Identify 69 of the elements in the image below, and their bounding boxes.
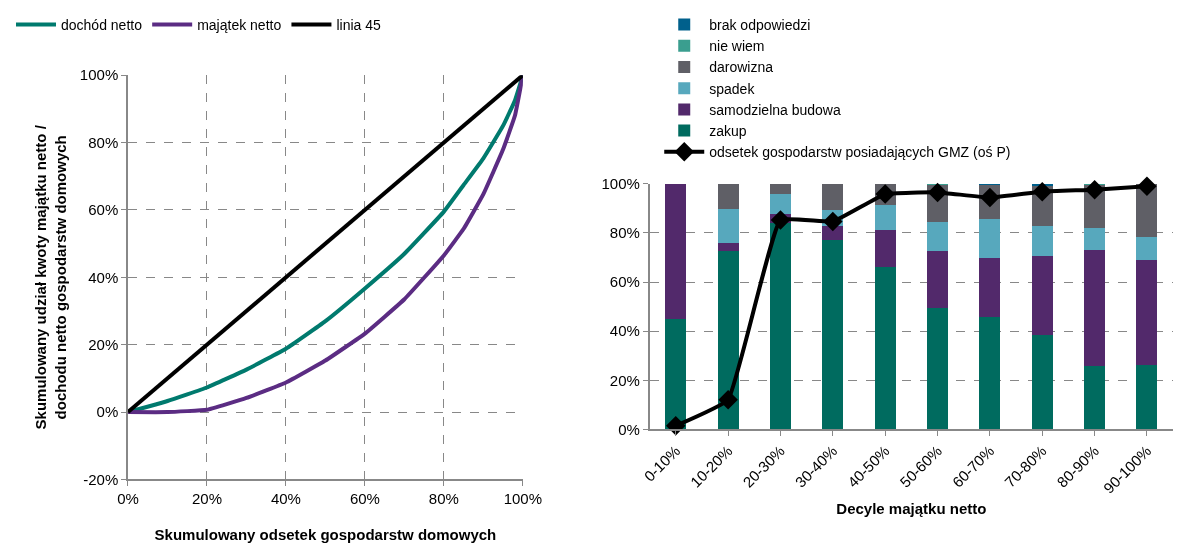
y-tick-label: 100% [601,175,640,193]
bar [1084,227,1106,250]
x-tick-label: 40% [270,490,301,508]
bar [1136,236,1158,261]
y-tick-label: 20% [88,335,119,353]
y-tick-label: 80% [609,224,640,242]
point [1032,181,1053,202]
x-axis-title: Decyle majątku netto [836,500,987,518]
bar [979,317,1001,430]
y-tick-label: 100% [79,66,119,84]
bar [1031,335,1053,430]
bar [717,208,739,244]
bar [770,223,791,430]
bar [1136,260,1158,365]
x-tick-label: 0% [117,490,139,508]
bar [927,221,949,252]
bar [1084,249,1106,367]
bar [1031,255,1053,336]
bar [822,240,844,430]
bar [874,230,896,268]
bar [927,307,949,430]
x-tick-label: 80% [428,490,459,508]
point [823,211,843,232]
point [770,210,791,230]
y-tick-label: 60% [609,273,640,291]
bar [1084,366,1106,430]
point [1084,179,1105,200]
legend-label: dochód netto [61,17,143,34]
bar [874,267,896,430]
x-axis-title: Skumulowany odsetek gospodarstw domowych [154,526,497,543]
legend-label: samodzielna budowa [709,101,841,118]
bar [927,251,949,308]
point [980,187,1000,208]
bar [979,258,1001,318]
bar [1136,364,1158,430]
legend-label: nie wiem [709,38,765,55]
point [927,182,948,203]
bar [874,204,896,231]
x-tick-label: 20% [191,490,222,508]
bar [665,183,687,319]
legend-label: spadek [709,80,756,97]
legend-label: odsetek gospodarstw posiadających GMZ (oś P) [709,144,1011,161]
y-tick-label: 40% [88,268,119,286]
point [1137,176,1157,196]
y-tick-label: 20% [609,371,640,389]
bar [1031,225,1053,256]
y-tick-label: 80% [88,133,119,151]
bar [822,183,844,211]
legend-label: linia 45 [336,17,382,34]
x-tick-label: 60% [349,490,380,508]
bar [770,183,791,195]
point [718,389,738,410]
y-tick-label: -20% [83,470,119,488]
bar [665,318,687,430]
y-tick-label: 0% [618,420,640,438]
legend-label: darowizna [709,59,774,76]
y-tick-label: 60% [88,201,119,219]
bar [717,183,739,209]
x-tick-label: 100% [503,490,543,508]
y-tick-label: 0% [96,403,119,421]
bar [770,194,791,214]
y-axis-title: Skumulowany udział kwoty majątku netto / dochodu netto gospodarstw domowych [32,124,69,430]
bar [979,218,1001,259]
legend-label: brak odpowiedzi [709,17,811,34]
legend-label: majątek netto [197,17,282,34]
bar [717,243,739,252]
y-tick-label: 40% [609,322,640,340]
bar [717,251,739,430]
legend-label: zakup [709,123,747,140]
